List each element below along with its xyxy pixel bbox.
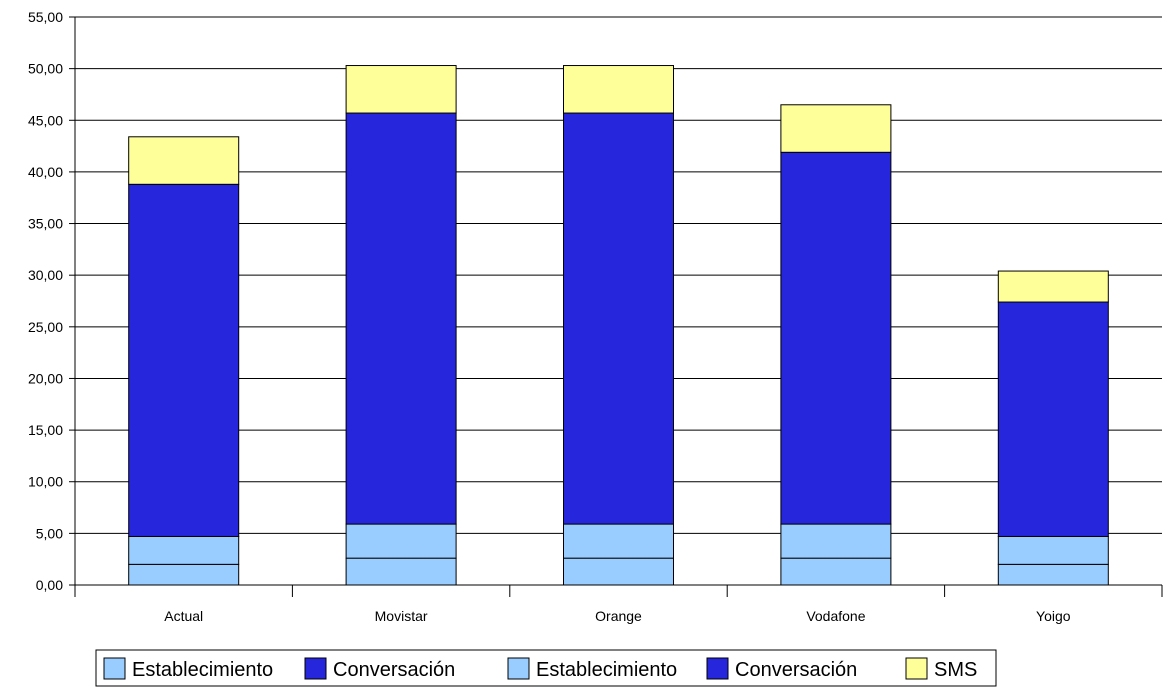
x-tick-label: Movistar	[375, 608, 428, 624]
x-tick-label: Actual	[164, 608, 203, 624]
bars	[128, 65, 1109, 586]
bar-segment	[128, 535, 240, 565]
bar-segment	[563, 65, 674, 114]
x-tick-label: Vodafone	[806, 608, 865, 624]
legend-label: Establecimiento	[132, 659, 273, 681]
y-tick-label: 35,00	[28, 216, 63, 232]
legend-label: Establecimiento	[536, 659, 677, 681]
bar-segment	[780, 523, 892, 559]
legend-label: Conversación	[333, 659, 455, 681]
y-tick-label: 30,00	[28, 267, 63, 283]
axes: 0,00 5,00 10,00 15,00 20,00 25,00 30,00 35,00 40…	[28, 9, 1163, 624]
y-tick-label: 15,00	[28, 422, 63, 438]
bar-segment	[997, 563, 1109, 586]
legend-swatch	[103, 657, 126, 680]
bar-segment	[128, 136, 240, 185]
bar-segment	[563, 523, 674, 559]
y-tick-label: 40,00	[28, 164, 63, 180]
bar-segment	[997, 535, 1109, 565]
legend-swatch	[304, 657, 327, 680]
y-tick-label: 55,00	[28, 9, 63, 25]
bar-segment	[563, 557, 674, 586]
bar-segment	[780, 104, 892, 153]
bar-segment	[345, 65, 457, 114]
legend-swatch	[706, 657, 729, 680]
legend-swatch	[507, 657, 530, 680]
bar-segment	[997, 270, 1109, 303]
y-tick-label: 50,00	[28, 61, 63, 77]
legend: Establecimiento Conversación Establecimien…	[95, 649, 997, 687]
legend-label: Conversación	[735, 659, 857, 681]
y-tick-label: 0,00	[36, 577, 63, 593]
bar-segment	[563, 112, 674, 525]
bar-segment	[780, 151, 892, 525]
y-tick-label: 5,00	[36, 525, 63, 541]
legend-box	[95, 649, 997, 687]
bar-segment	[345, 557, 457, 586]
bar-segment	[780, 557, 892, 586]
bar-segment	[345, 112, 457, 525]
legend-label: SMS	[934, 659, 977, 681]
x-tick-label: Orange	[595, 608, 642, 624]
bar-segment	[128, 563, 240, 586]
bar-segment	[997, 301, 1109, 537]
y-tick-label: 25,00	[28, 319, 63, 335]
legend-swatch	[905, 657, 928, 680]
bar-segment	[345, 523, 457, 559]
y-tick-label: 10,00	[28, 474, 63, 490]
bar-segment	[128, 183, 240, 537]
y-tick-label: 45,00	[28, 112, 63, 128]
y-tick-label: 20,00	[28, 370, 63, 386]
x-tick-label: Yoigo	[1036, 608, 1071, 624]
